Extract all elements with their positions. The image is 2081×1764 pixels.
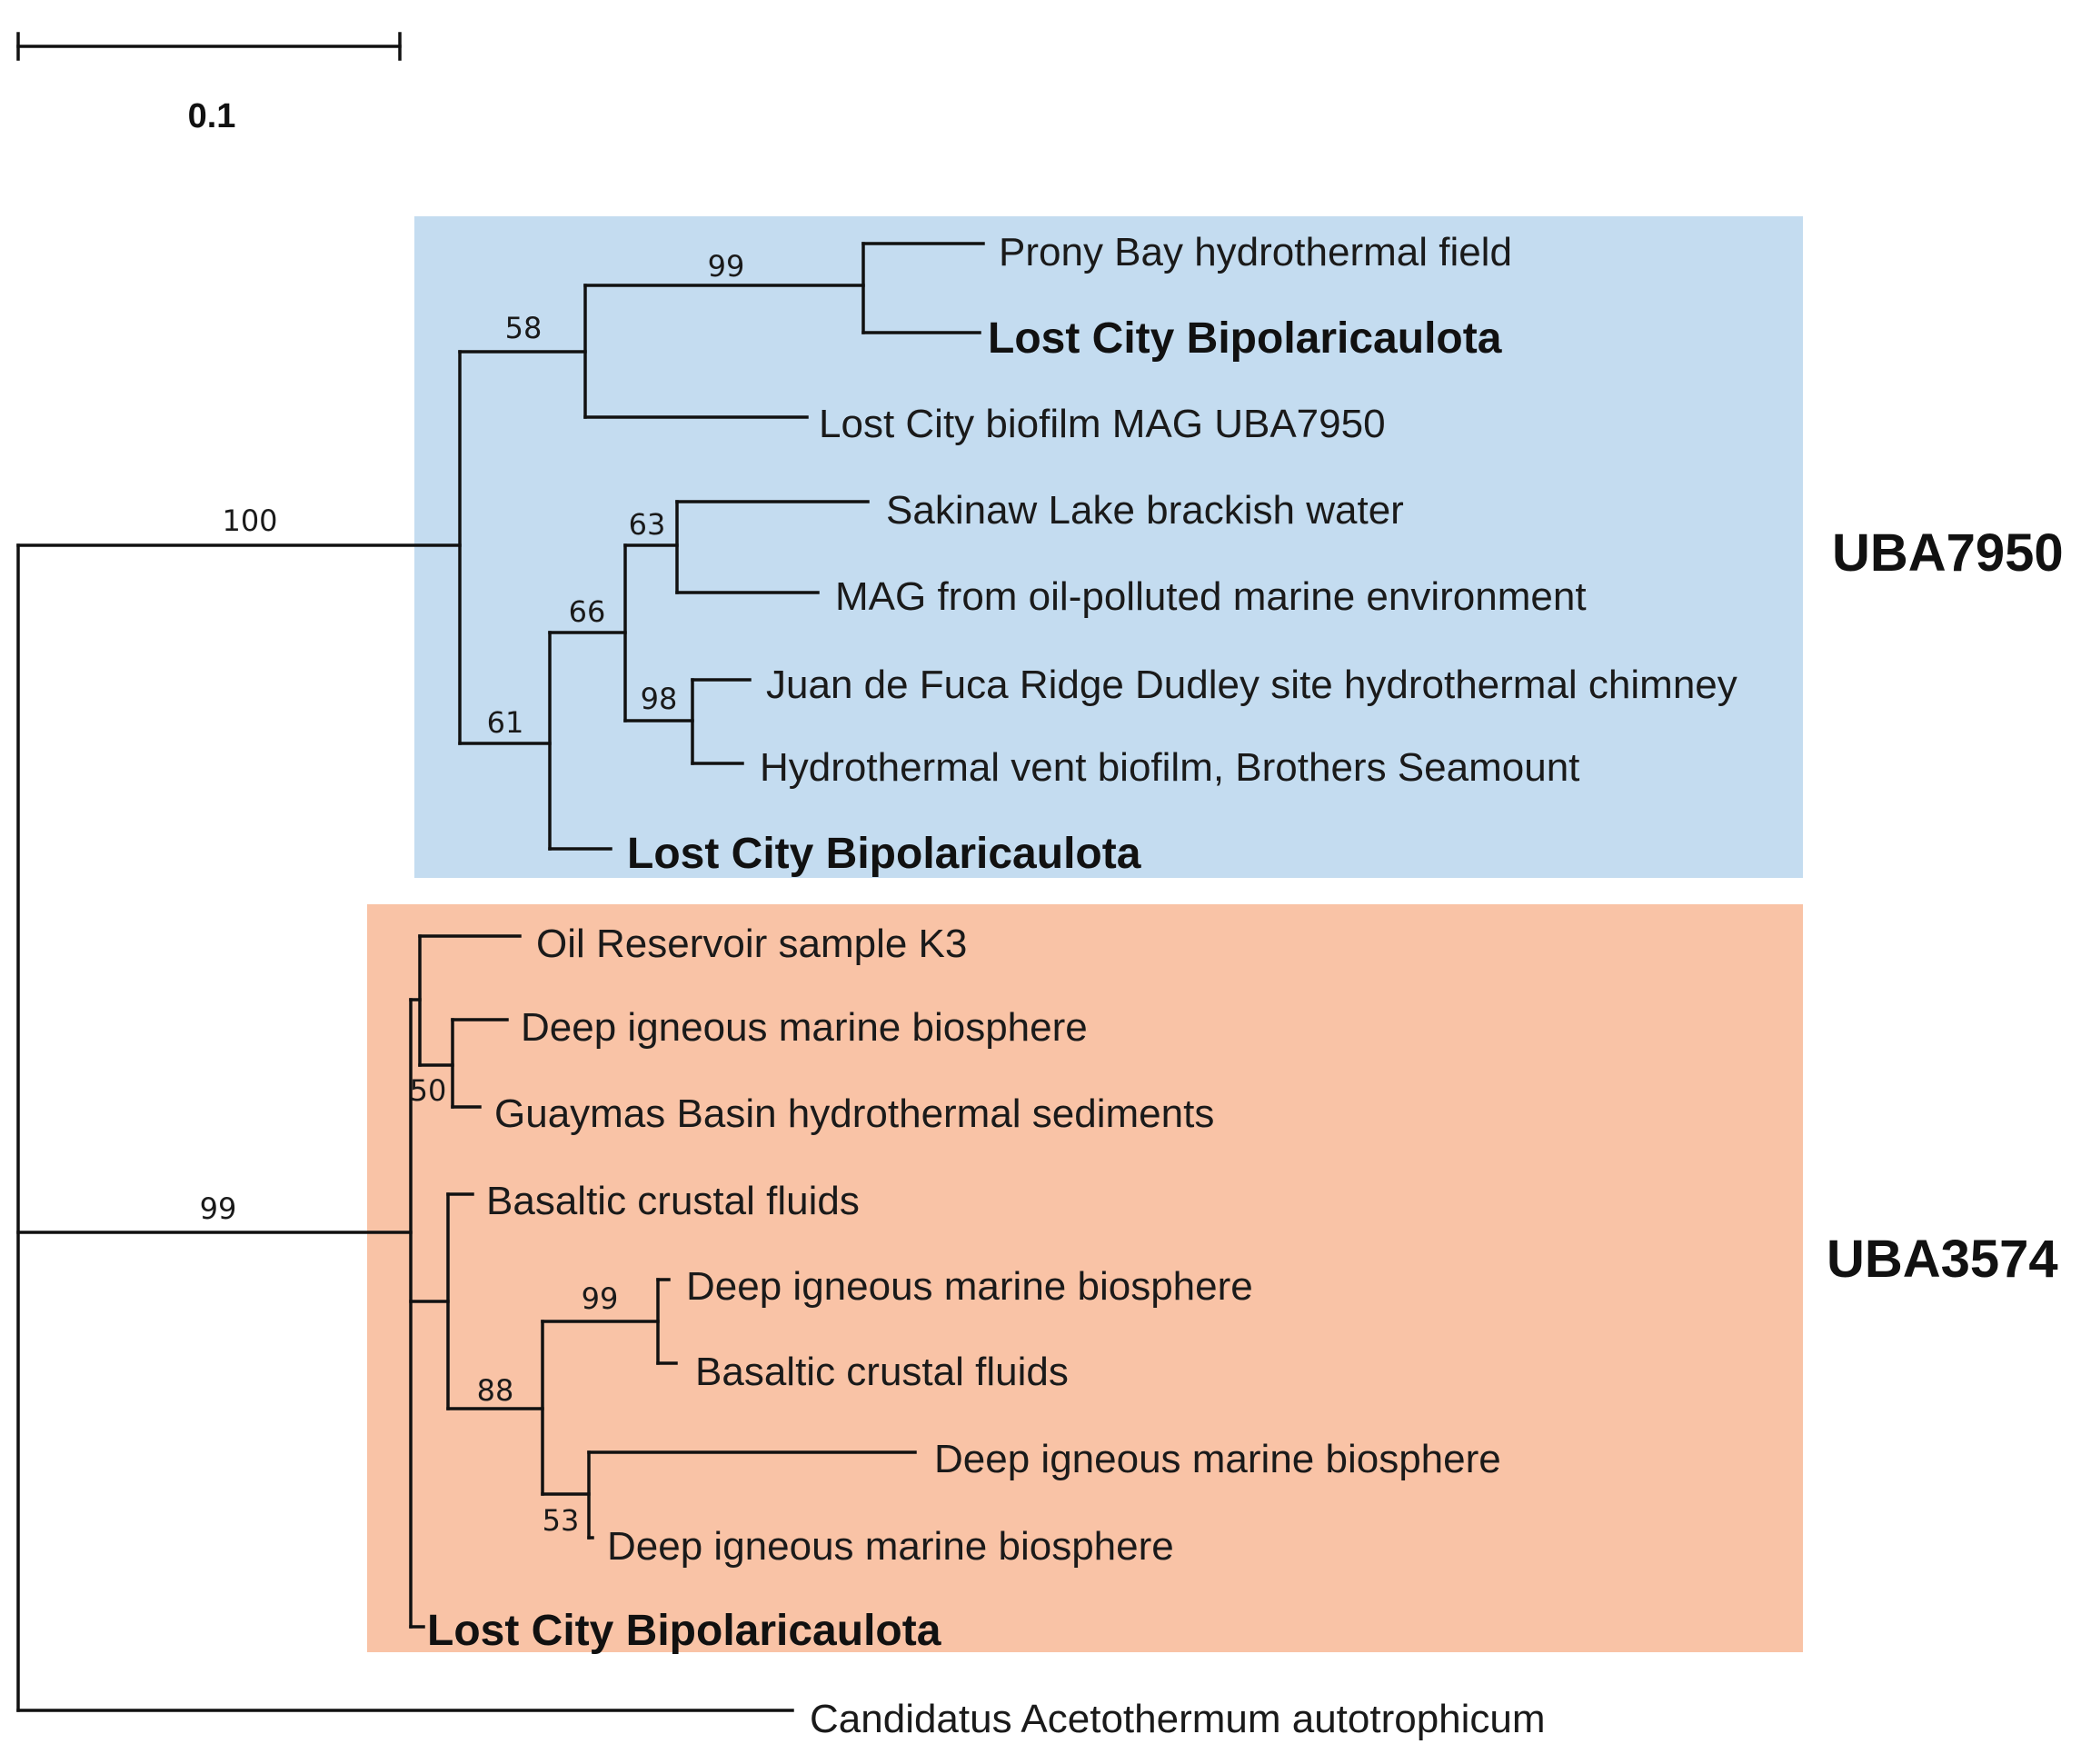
leaf-label-highlight: Lost City Bipolaricaulota xyxy=(988,314,1502,363)
leaf-label: Prony Bay hydrothermal field xyxy=(999,230,1512,274)
clade-label-uba7950: UBA7950 xyxy=(1832,523,2064,583)
leaf-label: Basaltic crustal fluids xyxy=(486,1179,860,1223)
scale-bar: 0.1 xyxy=(16,32,402,135)
leaf-label: Basaltic crustal fluids xyxy=(695,1350,1069,1394)
support-value: 66 xyxy=(569,594,606,629)
support-value: 53 xyxy=(543,1503,580,1538)
support-value: 50 xyxy=(410,1073,447,1108)
support-value: 88 xyxy=(477,1373,514,1408)
leaf-label-highlight: Lost City Bipolaricaulota xyxy=(427,1607,941,1655)
leaf-label: Deep igneous marine biosphere xyxy=(934,1437,1501,1481)
leaf-label: Deep igneous marine biosphere xyxy=(686,1264,1253,1309)
uba7950-clade-box xyxy=(414,216,1803,878)
support-value: 99 xyxy=(582,1281,619,1316)
support-value: 98 xyxy=(641,682,678,716)
uba3574-clade-box xyxy=(367,904,1803,1652)
leaf-label-highlight: Lost City Bipolaricaulota xyxy=(627,830,1141,878)
support-value: 100 xyxy=(222,503,277,538)
support-value: 99 xyxy=(708,249,745,284)
support-value: 63 xyxy=(629,507,666,542)
scale-bar-label: 0.1 xyxy=(188,97,236,135)
leaf-label: MAG from oil-polluted marine environment xyxy=(835,574,1587,619)
leaf-label: Deep igneous marine biosphere xyxy=(607,1524,1174,1569)
leaf-label: Candidatus Acetothermum autotrophicum xyxy=(810,1697,1546,1741)
support-value: 58 xyxy=(505,311,543,345)
leaf-label: Juan de Fuca Ridge Dudley site hydrother… xyxy=(766,663,1737,707)
support-value: 99 xyxy=(200,1191,237,1226)
support-value: 61 xyxy=(487,705,524,740)
leaf-label: Oil Reservoir sample K3 xyxy=(536,922,967,966)
leaf-label: Sakinaw Lake brackish water xyxy=(886,488,1404,533)
tree-branches xyxy=(16,242,985,1712)
support-values: 100 58 99 61 66 63 98 99 50 88 99 53 xyxy=(200,249,745,1538)
leaf-label: Deep igneous marine biosphere xyxy=(521,1005,1088,1050)
leaf-label: Guaymas Basin hydrothermal sediments xyxy=(494,1091,1214,1136)
leaf-labels: Prony Bay hydrothermal field Lost City B… xyxy=(427,230,1737,1741)
leaf-label: Hydrothermal vent biofilm, Brothers Seam… xyxy=(760,745,1579,790)
leaf-label: Lost City biofilm MAG UBA7950 xyxy=(819,402,1386,446)
clade-label-uba3574: UBA3574 xyxy=(1827,1230,2058,1289)
